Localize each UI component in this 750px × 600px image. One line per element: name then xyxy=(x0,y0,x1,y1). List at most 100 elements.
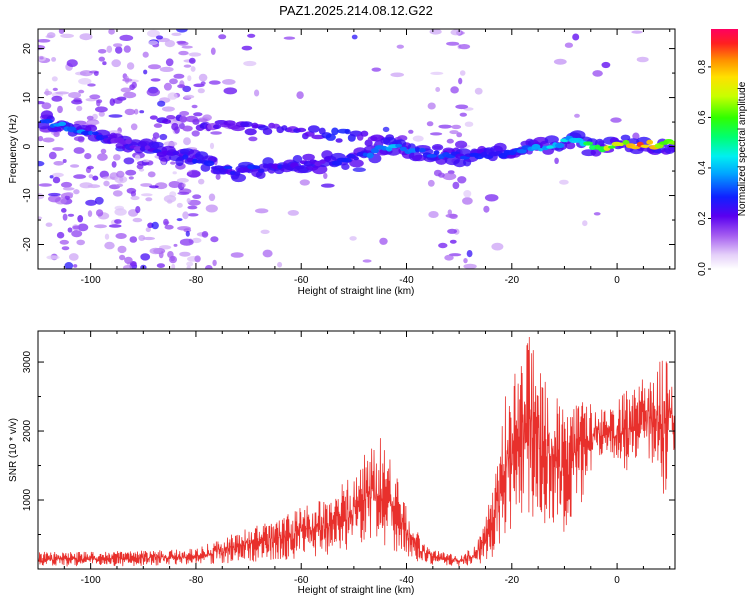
spectrogram-xtick-label: -60 xyxy=(294,275,309,286)
spectrogram-track-blob xyxy=(668,140,675,145)
spectrogram-noise-blob xyxy=(191,237,202,244)
spectrogram-track-blob xyxy=(620,134,631,141)
spectrogram-ytick-label: 0 xyxy=(22,143,33,149)
spectrogram-noise-blob xyxy=(52,172,64,178)
spectrogram-noise-blob xyxy=(183,64,192,68)
spectrogram-noise-blob xyxy=(187,213,199,217)
spectrogram-track-blob xyxy=(234,171,241,177)
spectrogram-noise-blob xyxy=(97,49,107,54)
spectrogram-noise-blob xyxy=(442,172,457,181)
spectrogram-noise-blob xyxy=(177,191,190,195)
snr-xtick-label: -20 xyxy=(505,575,520,586)
spectrogram-noise-blob xyxy=(447,209,452,216)
spectrogram-track-blob xyxy=(231,173,247,183)
spectrogram-noise-blob xyxy=(165,58,174,67)
spectrogram-track-blob xyxy=(608,145,616,149)
spectrogram-upper-blob xyxy=(344,128,351,135)
spectrogram-noise-blob xyxy=(243,60,257,67)
spectrogram-noise-blob xyxy=(119,34,134,42)
spectrogram-noise-blob xyxy=(446,138,454,144)
spectrogram-noise-blob xyxy=(168,181,181,188)
spectrogram-track-blob xyxy=(314,161,322,167)
spectrogram-xtick-label: -40 xyxy=(399,275,414,286)
spectrogram-track-blob xyxy=(546,145,555,149)
spectrogram-noise-blob xyxy=(72,225,81,230)
spectrogram-track-blob xyxy=(353,156,359,161)
spectrogram-noise-blob xyxy=(87,83,96,87)
spectrogram-upper-blob xyxy=(223,120,236,126)
spectrogram-marks xyxy=(38,29,675,269)
spectrogram-track-blob xyxy=(229,170,236,175)
spectrogram-noise-blob xyxy=(449,213,458,219)
spectrogram-noise-blob xyxy=(463,258,468,264)
spectrogram-ytick-label: -10 xyxy=(22,188,33,203)
colorbar-tick-label: 0.4 xyxy=(697,161,708,175)
spectrogram-track-blob xyxy=(341,163,350,170)
spectrogram-upper-blob xyxy=(192,118,200,125)
spectrogram-track-blob xyxy=(223,165,233,170)
spectrogram-noise-blob xyxy=(84,153,92,160)
spectrogram-upper-blob xyxy=(244,128,257,136)
spectrogram-noise-blob xyxy=(163,141,178,147)
spectrogram-noise-blob xyxy=(572,33,580,41)
spectrogram-xtick-label: -20 xyxy=(505,275,520,286)
spectrogram-noise-blob xyxy=(66,59,78,67)
spectrogram-noise-blob xyxy=(106,45,113,53)
spectrogram-noise-blob xyxy=(452,181,460,190)
spectrogram-track-blob xyxy=(370,148,379,154)
spectrogram-noise-blob xyxy=(176,178,189,183)
spectrogram-noise-blob xyxy=(52,176,61,184)
spectrogram-noise-blob xyxy=(349,236,357,241)
spectrogram-noise-blob xyxy=(167,251,174,258)
spectrogram-noise-blob xyxy=(449,239,457,244)
spectrogram-noise-blob xyxy=(169,78,178,85)
spectrogram-noise-blob xyxy=(163,218,169,226)
spectrogram-noise-blob xyxy=(142,159,150,163)
spectrogram-noise-blob xyxy=(247,33,256,38)
spectrogram-noise-blob xyxy=(582,220,588,227)
spectrogram-noise-blob xyxy=(210,131,223,135)
spectrogram-track-blob xyxy=(186,157,194,163)
spectrogram-noise-blob xyxy=(592,70,603,77)
spectrogram-noise-blob xyxy=(51,76,58,82)
spectrogram-noise-blob xyxy=(48,192,61,197)
spectrogram-noise-blob xyxy=(463,263,477,269)
spectrogram-noise-blob xyxy=(89,94,101,100)
spectrogram-noise-blob xyxy=(104,241,115,250)
snr-panel: -100 -80 -60 -40 -20 0 1000 2000 3000 Height of … xyxy=(8,330,676,596)
spectrogram-noise-blob xyxy=(56,231,65,239)
spectrogram-xlabel: Height of straight line (km) xyxy=(298,286,415,297)
spectrogram-noise-blob xyxy=(103,180,110,187)
spectrogram-noise-blob xyxy=(78,89,85,94)
spectrogram-noise-blob xyxy=(134,154,141,161)
spectrogram-noise-blob xyxy=(222,79,236,85)
spectrogram-ytick-label: 20 xyxy=(22,43,33,55)
spectrogram-upper-blob xyxy=(153,123,163,128)
spectrogram-noise-blob xyxy=(151,221,159,230)
spectrogram-noise-blob xyxy=(456,132,463,138)
snr-ytick-label: 1000 xyxy=(22,488,33,511)
snr-series-line xyxy=(38,336,675,567)
spectrogram-noise-blob xyxy=(114,208,127,216)
spectrogram-noise-blob xyxy=(212,259,217,267)
spectrogram-track-blob xyxy=(271,163,280,170)
spectrogram-noise-blob xyxy=(131,81,137,89)
spectrogram-noise-blob xyxy=(176,29,188,33)
spectrogram-noise-blob xyxy=(371,67,382,72)
spectrogram-ylabel: Frequency (Hz) xyxy=(8,115,19,184)
spectrogram-track-blob xyxy=(319,159,326,164)
spectrogram-noise-blob xyxy=(113,154,121,161)
snr-xlabel: Height of straight line (km) xyxy=(298,585,415,596)
spectrogram-noise-blob xyxy=(77,223,89,232)
spectrogram-noise-blob xyxy=(142,51,149,58)
spectrogram-noise-blob xyxy=(427,102,436,110)
spectrogram-noise-blob xyxy=(148,40,159,45)
spectrogram-noise-blob xyxy=(459,112,467,117)
spectrogram-noise-blob xyxy=(390,72,405,78)
spectrogram-noise-blob xyxy=(140,183,153,187)
spectrogram-noise-blob xyxy=(112,97,123,104)
spectrogram-noise-blob xyxy=(163,195,177,203)
spectrogram-noise-blob xyxy=(446,41,460,46)
